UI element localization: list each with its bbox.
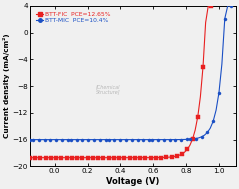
Y-axis label: Current density (mA/cm²): Current density (mA/cm²) — [4, 34, 11, 139]
Text: [Chemical
Structure]: [Chemical Structure] — [96, 84, 120, 95]
Legend: BTT-FIC  PCE=12.65%, BTT-MIC  PCE=10.4%: BTT-FIC PCE=12.65%, BTT-MIC PCE=10.4% — [35, 11, 112, 24]
X-axis label: Voltage (V): Voltage (V) — [106, 177, 159, 186]
